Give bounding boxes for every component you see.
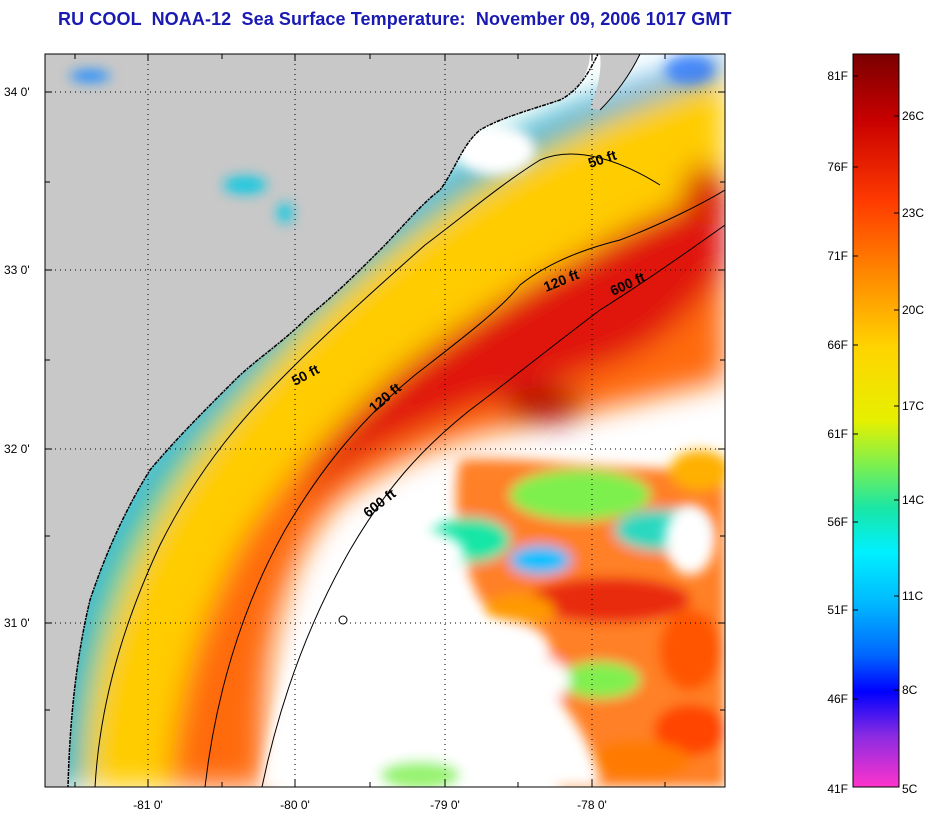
map-title: RU COOL NOAA-12 Sea Surface Temperature:…	[58, 9, 732, 29]
map-frame	[44, 53, 726, 788]
colorbar-f-label: 76F	[827, 160, 848, 174]
shelf-sst-field	[45, 54, 725, 787]
map-area	[45, 54, 725, 787]
colorbar: 81F 76F 71F 66F 61F 56F 51F 46F 41F 26C …	[827, 53, 924, 796]
coastline-ne	[599, 54, 641, 111]
colorbar-f-label: 66F	[827, 338, 848, 352]
lon-tick-label: -80 0'	[280, 798, 310, 812]
colorbar-c-label: 20C	[902, 303, 924, 317]
isobath-120ft	[204, 189, 725, 787]
land-mass-ne	[590, 54, 640, 110]
isobath-600ft	[261, 224, 725, 787]
colorbar-ticks	[853, 75, 899, 700]
colorbar-f-label: 56F	[827, 515, 848, 529]
graticule	[45, 54, 725, 787]
lon-tick-label: -81 0'	[133, 798, 163, 812]
colorbar-c-label: 8C	[902, 683, 918, 697]
longitude-labels: -81 0' -80 0' -79 0' -78 0'	[133, 798, 607, 812]
lat-tick-label: 32 0'	[4, 442, 30, 456]
lat-tick-label: 31 0'	[4, 616, 30, 630]
cloud-mask	[262, 125, 715, 787]
colorbar-c-label: 23C	[902, 206, 924, 220]
lat-tick-label: 33 0'	[4, 263, 30, 277]
isobath-50ft	[94, 153, 661, 787]
colorbar-c-label: 11C	[902, 589, 923, 603]
inland-water	[70, 55, 715, 223]
colorbar-c-label: 17C	[902, 399, 924, 413]
lon-tick-label: -78 0'	[577, 798, 607, 812]
colorbar-gradient	[852, 53, 900, 788]
colorbar-f-label: 46F	[827, 692, 848, 706]
colorbar-f-label: 61F	[827, 427, 848, 441]
colorbar-c-label: 5C	[902, 782, 918, 796]
colorbar-c-label: 26C	[902, 109, 924, 123]
sst-warm-core	[300, 190, 725, 510]
colorbar-f-label: 81F	[827, 69, 848, 83]
colorbar-f-label: 71F	[827, 249, 848, 263]
colorbar-f-label: 41F	[827, 782, 848, 796]
latitude-labels: 34 0' 33 0' 32 0' 31 0'	[4, 85, 30, 630]
coastline	[67, 54, 599, 787]
colorbar-f-label: 51F	[827, 603, 848, 617]
seamount-contour	[338, 615, 348, 625]
colorbar-c-label: 14C	[902, 493, 924, 507]
lat-tick-label: 34 0'	[4, 85, 30, 99]
land-mass	[45, 54, 590, 787]
lon-tick-label: -79 0'	[430, 798, 460, 812]
frame-ticks	[45, 54, 725, 787]
